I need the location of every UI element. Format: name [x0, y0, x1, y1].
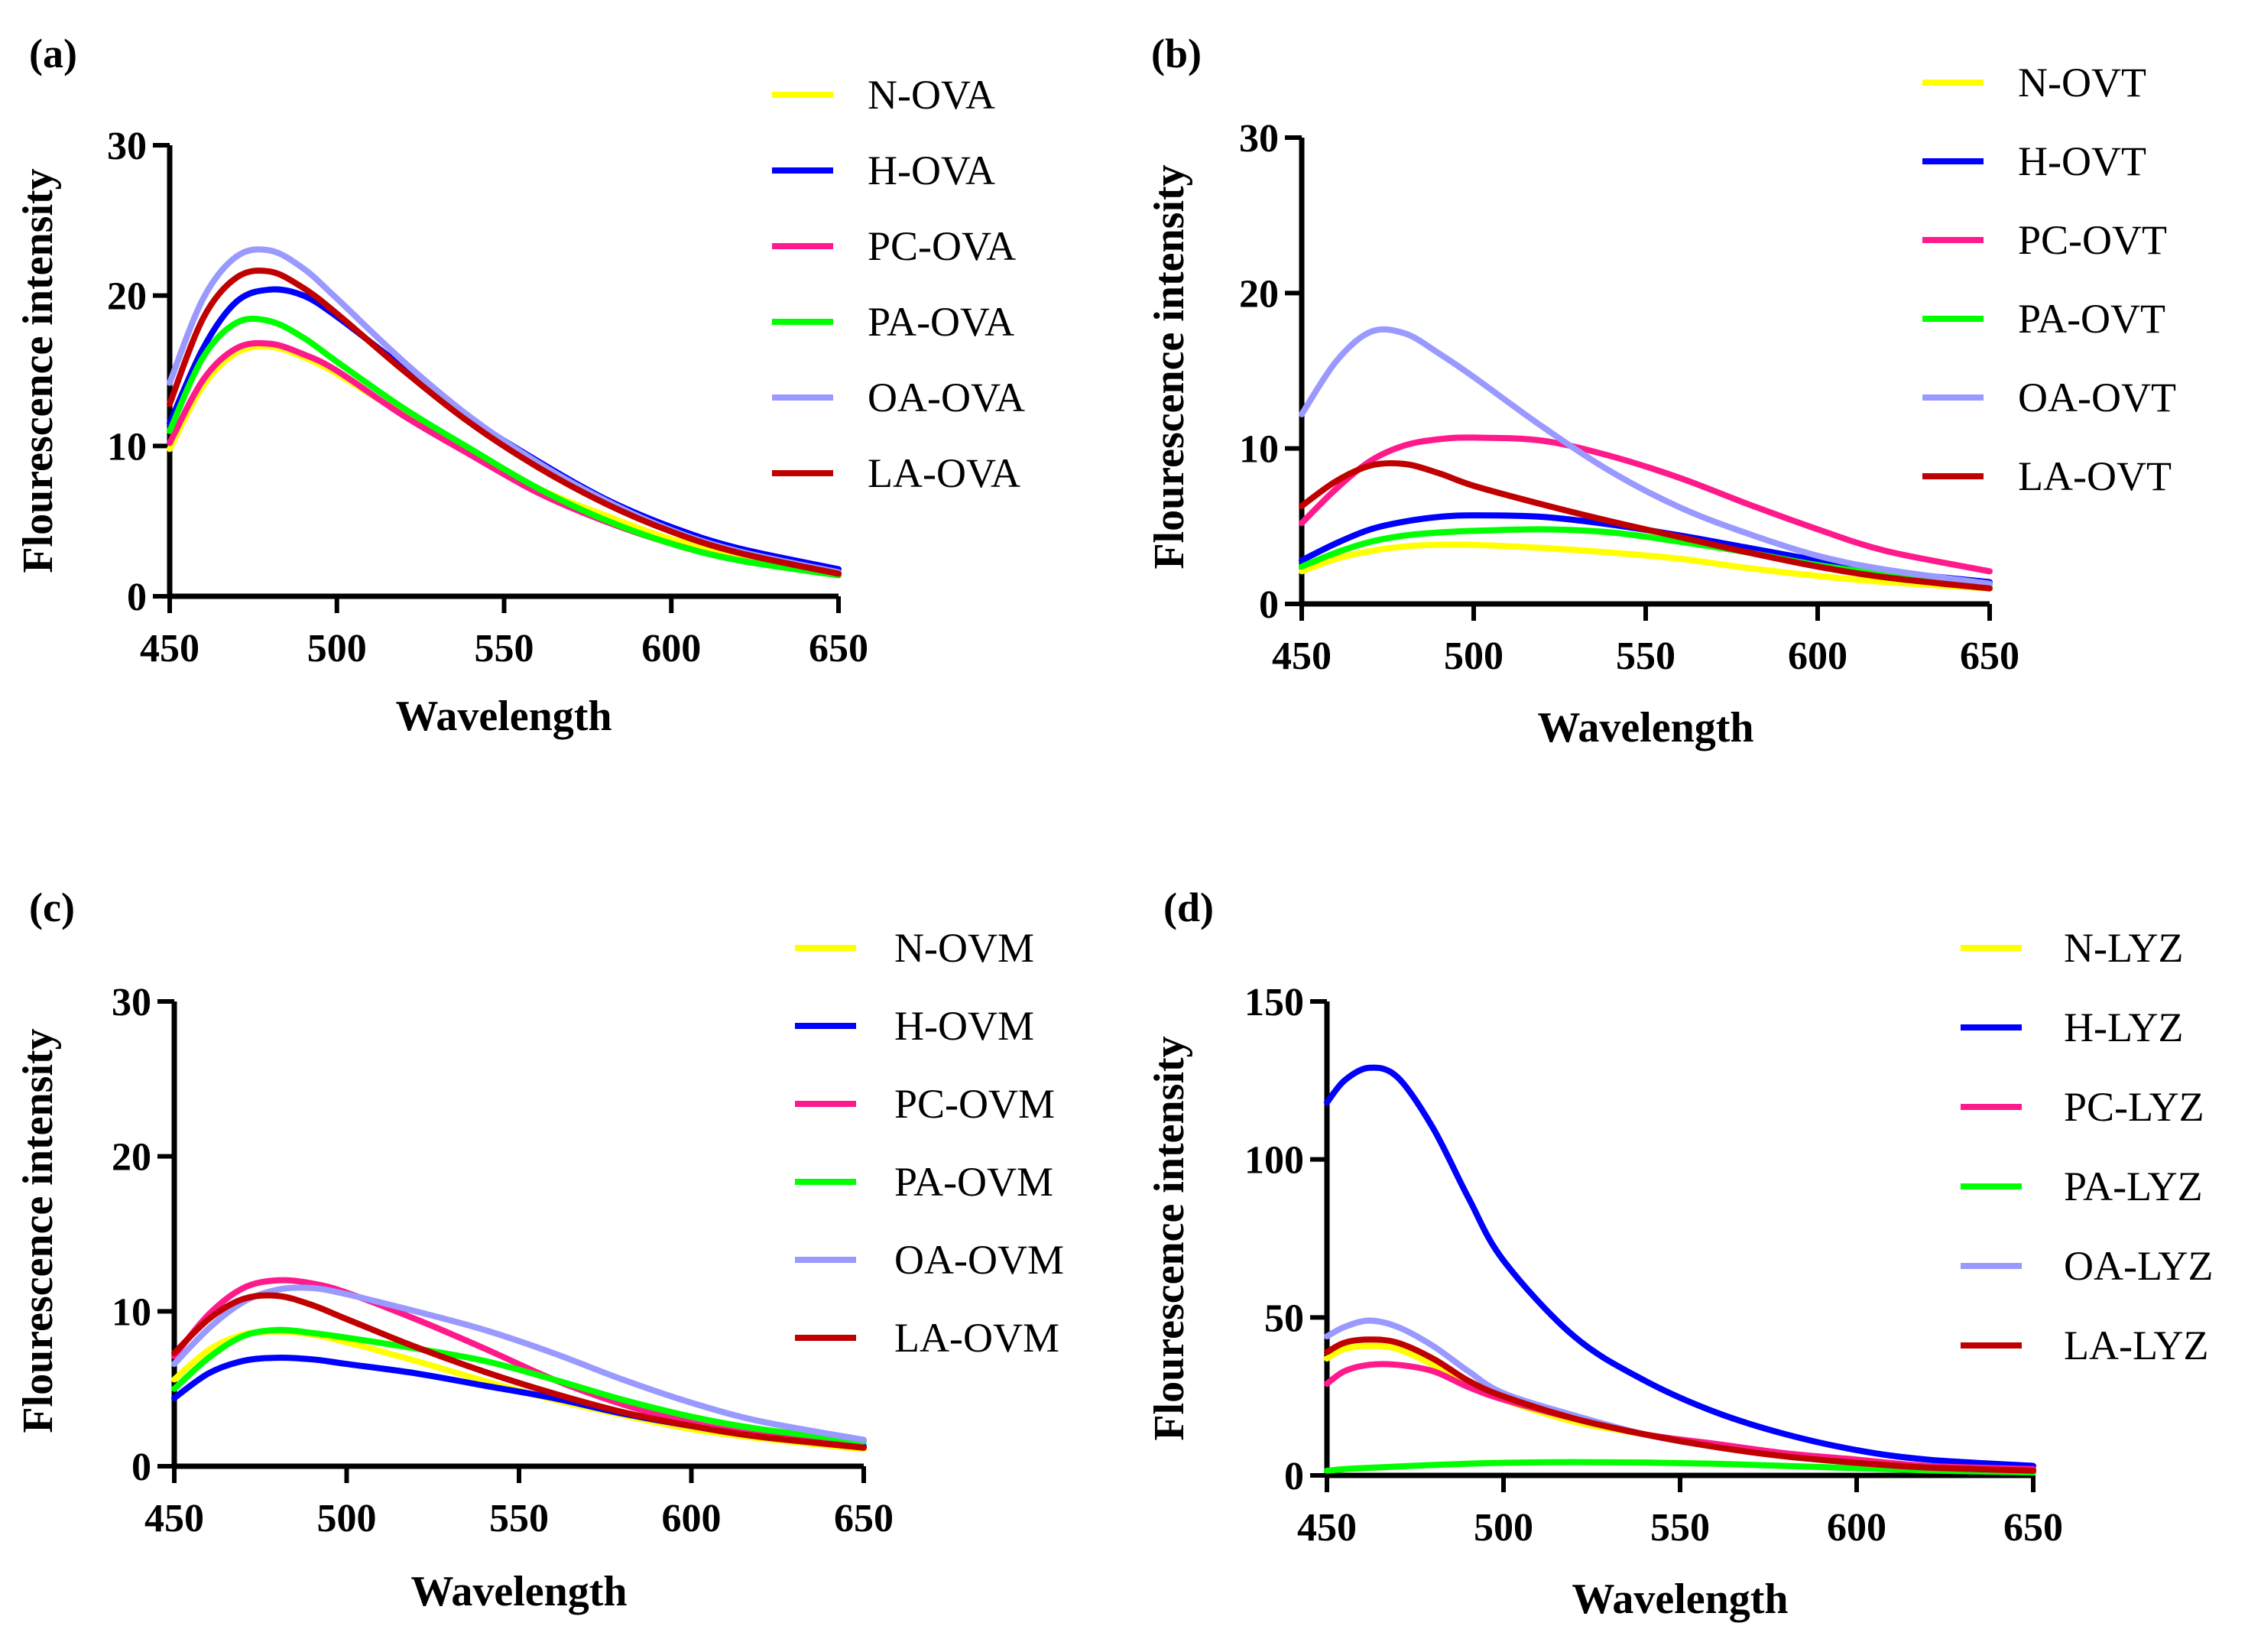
legend-label: PC-OVA — [868, 223, 1016, 269]
legend-label: PA-OVT — [2018, 296, 2165, 342]
legend-label: LA-OVT — [2018, 453, 2172, 499]
y-tick-label: 0 — [1284, 1455, 1304, 1498]
panel-label: (b) — [1151, 31, 1202, 76]
series-line-pa-lyz — [1324, 1459, 2036, 1476]
series-line-pa-ova — [167, 315, 842, 579]
x-tick-label: 500 — [1474, 1506, 1533, 1550]
x-tick-label: 500 — [317, 1497, 377, 1540]
legend-label: LA-OVA — [868, 450, 1020, 496]
series-line-la-ova — [167, 267, 842, 577]
y-tick-label: 10 — [107, 425, 147, 469]
x-tick-label: 550 — [1616, 635, 1675, 678]
legend-label: H-OVT — [2018, 138, 2146, 184]
series-line-la-ovm — [171, 1292, 867, 1451]
series-line-pc-ova — [167, 339, 842, 579]
legend-label: OA-OVT — [2018, 375, 2176, 420]
legend-label: OA-LYZ — [2064, 1243, 2214, 1289]
series-line-pa-ovm — [171, 1326, 867, 1445]
series-line-la-lyz — [1324, 1336, 2036, 1474]
series-line-la-ovt — [1299, 459, 1993, 592]
y-tick-label: 0 — [127, 576, 147, 619]
y-tick-label: 20 — [1239, 272, 1279, 316]
x-tick-label: 550 — [475, 627, 534, 670]
x-axis-title: Wavelength — [1572, 1576, 1788, 1623]
chart-panel-2: (b) 0 10 20 30 450 500 550 600 650 Wavelength Flour… — [1146, 31, 2176, 751]
y-tick-label: 0 — [1259, 583, 1279, 627]
series-line-h-ova — [167, 286, 842, 573]
series-line-h-ovt — [1299, 512, 1993, 586]
legend-label: N-OVM — [894, 925, 1034, 971]
x-axis-title: Wavelength — [1537, 704, 1753, 751]
x-tick-label: 600 — [1788, 635, 1847, 678]
y-tick-label: 20 — [107, 275, 147, 319]
x-tick-label: 650 — [2003, 1506, 2063, 1550]
chart-panel-3: (c) 0 10 20 30 450 500 550 600 650 Wavelength Flour… — [15, 884, 1064, 1615]
x-axis-title: Wavelength — [395, 693, 611, 740]
legend-label: PA-OVA — [868, 299, 1014, 345]
x-tick-label: 450 — [144, 1497, 204, 1540]
legend-label: N-OVA — [868, 72, 995, 118]
legend-label: OA-OVM — [894, 1237, 1064, 1283]
y-tick-label: 100 — [1244, 1139, 1304, 1183]
series-line-n-ovt — [1299, 541, 1993, 592]
series-line-oa-ovt — [1299, 326, 1993, 587]
y-tick-label: 0 — [131, 1446, 151, 1489]
y-axis-title: Flourescence intensity — [15, 168, 62, 573]
x-tick-label: 550 — [489, 1497, 549, 1540]
y-axis-title: Flourescence intensity — [1146, 1036, 1193, 1440]
legend-label: LA-OVM — [894, 1315, 1059, 1361]
series-line-h-lyz — [1324, 1064, 2036, 1469]
y-tick-label: 30 — [107, 125, 147, 168]
x-tick-label: 450 — [1272, 635, 1332, 678]
x-tick-label: 600 — [1827, 1506, 1886, 1550]
series-line-pc-ovt — [1299, 434, 1993, 575]
y-tick-label: 20 — [112, 1136, 151, 1180]
legend-label: PC-OVM — [894, 1081, 1055, 1127]
legend-label: PA-LYZ — [2064, 1164, 2203, 1209]
series-line-n-ova — [167, 343, 842, 576]
chart-panel-1: (a) 0 10 20 30 450 500 550 600 650 Wavelength Flour… — [15, 31, 1025, 740]
legend-label: OA-OVA — [868, 375, 1025, 420]
legend-label: PA-OVM — [894, 1159, 1053, 1205]
series-line-pc-lyz — [1324, 1361, 2036, 1472]
x-tick-label: 600 — [662, 1497, 722, 1540]
x-axis-title: Wavelength — [410, 1568, 627, 1615]
legend-label: H-OVM — [894, 1003, 1034, 1049]
legend-label: LA-LYZ — [2064, 1323, 2209, 1368]
panel-label: (d) — [1163, 884, 1214, 930]
x-tick-label: 600 — [641, 627, 701, 670]
y-tick-label: 10 — [112, 1290, 151, 1334]
panel-label: (c) — [29, 884, 75, 930]
x-tick-label: 450 — [140, 627, 200, 670]
legend-label: PC-LYZ — [2064, 1084, 2204, 1130]
legend-label: N-OVT — [2018, 60, 2146, 105]
chart-panel-4: (d) 0 50 100 150 450 500 550 600 650 Wavelength Flo… — [1146, 884, 2214, 1623]
series-line-oa-ova — [167, 246, 842, 576]
y-tick-label: 150 — [1244, 981, 1304, 1024]
x-tick-label: 650 — [1960, 635, 2019, 678]
y-tick-label: 10 — [1239, 428, 1279, 472]
y-tick-label: 30 — [1239, 117, 1279, 161]
series-line-n-lyz — [1324, 1342, 2036, 1474]
x-tick-label: 650 — [809, 627, 868, 670]
x-tick-label: 550 — [1650, 1506, 1710, 1550]
legend-label: H-LYZ — [2064, 1005, 2184, 1050]
legend-label: N-LYZ — [2064, 925, 2184, 971]
legend-label: H-OVA — [868, 148, 995, 193]
x-tick-label: 650 — [834, 1497, 894, 1540]
y-axis-title: Flourescence intensity — [15, 1028, 62, 1433]
x-tick-label: 500 — [307, 627, 367, 670]
panel-label: (a) — [29, 31, 77, 76]
x-tick-label: 500 — [1444, 635, 1504, 678]
x-tick-label: 450 — [1297, 1506, 1357, 1550]
y-axis-title: Flourescence intensity — [1146, 164, 1193, 569]
legend-label: PC-OVT — [2018, 217, 2167, 263]
y-tick-label: 50 — [1264, 1297, 1304, 1340]
y-tick-label: 30 — [112, 981, 151, 1024]
